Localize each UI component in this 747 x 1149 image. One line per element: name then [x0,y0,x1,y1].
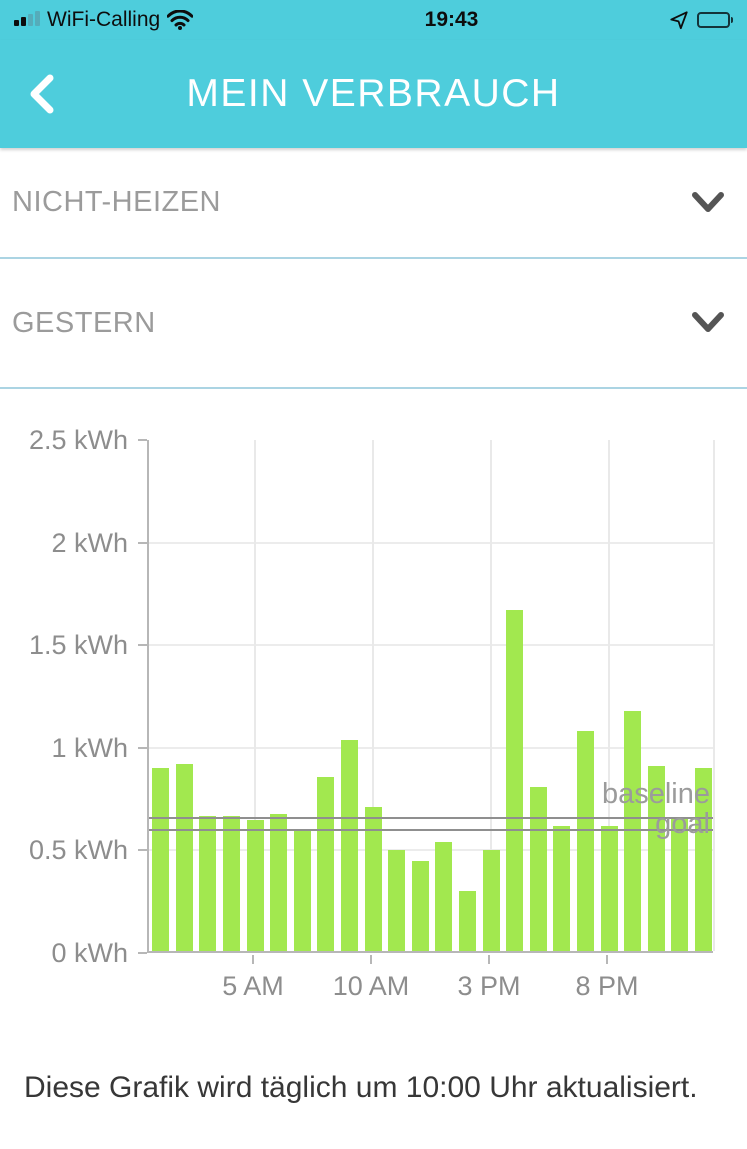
gridline-y [149,849,713,852]
top-bar: WiFi-Calling 19:43 [0,0,747,148]
gridline-y [149,746,713,749]
goal-line [149,828,713,831]
consumption-chart: baseline goal 0 kWh 0.5 kWh 1 kWh 1.5 kWh 2 k… [0,389,747,1049]
y-axis-label: 2.5 kWh [28,425,128,455]
gridline-x [608,440,610,951]
bar-hour-21 [624,711,642,951]
chevron-down-icon [692,191,724,212]
gridline-x-right-edge [713,440,715,951]
x-axis-label: 10 AM [332,971,410,1001]
y-axis-tick [138,849,147,852]
y-axis-tick [138,952,147,954]
x-axis-label: 5 AM [222,971,284,1001]
filter-category-label: NICHT-HEIZEN [12,186,221,218]
back-button[interactable] [22,72,66,116]
battery-icon [697,12,733,28]
update-note: Diese Grafik wird täglich um 10:00 Uhr a… [24,1071,698,1104]
cellular-signal-icon [14,11,40,28]
bar-hour-4 [222,816,240,951]
bar-hour-23 [671,818,689,951]
carrier-label: WiFi-Calling [47,8,161,31]
y-axis-tick [138,439,147,441]
bar-hour-16 [506,610,524,951]
back-chevron-icon [30,74,54,114]
bar-hour-14 [458,891,476,951]
bar-hour-17 [529,787,547,951]
baseline-label: baseline [601,777,710,810]
bar-hour-10 [364,807,382,951]
x-axis-label: 8 PM [575,971,639,1001]
gridline-x [490,440,492,951]
bar-hour-8 [317,777,335,951]
filter-period-label: GESTERN [12,306,156,339]
bar-hour-3 [199,816,217,951]
page-title: MEIN VERBRAUCH [186,72,561,115]
status-bar: WiFi-Calling 19:43 [0,0,747,40]
gridline-y [149,644,713,647]
bar-hour-22 [647,766,665,951]
location-arrow-icon [669,10,689,30]
x-axis-label: 3 PM [457,971,521,1001]
y-axis-label: 0.5 kWh [28,835,128,866]
y-axis-tick [138,541,147,544]
x-axis-tick [606,955,608,964]
x-axis-tick [370,955,372,964]
bar-hour-20 [600,826,618,951]
filter-row-period[interactable]: GESTERN [0,259,747,389]
wifi-icon [167,10,194,30]
y-axis-label: 1.5 kWh [28,630,128,661]
gridline-x [372,440,374,951]
y-axis-label: 2 kWh [51,527,128,558]
bar-hour-24 [694,768,712,951]
bar-hour-11 [388,850,406,951]
bar-hour-15 [482,850,500,951]
bar-hour-2 [175,764,193,951]
nav-header: MEIN VERBRAUCH [0,40,747,148]
bar-hour-13 [435,842,453,951]
gridline-y [149,541,713,544]
baseline-line [149,816,713,819]
bar-hour-5 [246,820,264,951]
gridline-x [254,440,256,951]
x-axis-tick [488,955,490,964]
y-axis-label: 1 kWh [51,732,128,763]
bar-hour-9 [340,740,358,951]
bar-hour-19 [576,731,594,951]
chart-plot: baseline goal [147,440,715,953]
y-axis-label: 0 kWh [51,938,128,968]
x-axis-tick [252,955,254,964]
bar-hour-18 [553,826,571,951]
bar-hour-1 [152,768,170,951]
y-axis-tick [138,746,147,749]
status-time: 19:43 [424,8,479,31]
chevron-down-icon [692,312,724,332]
goal-label: goal [655,807,710,840]
bar-hour-12 [411,861,429,951]
bar-hour-7 [293,830,311,951]
filter-row-category[interactable]: NICHT-HEIZEN [0,148,747,259]
y-axis-tick [138,644,147,647]
bar-hour-6 [270,814,288,951]
